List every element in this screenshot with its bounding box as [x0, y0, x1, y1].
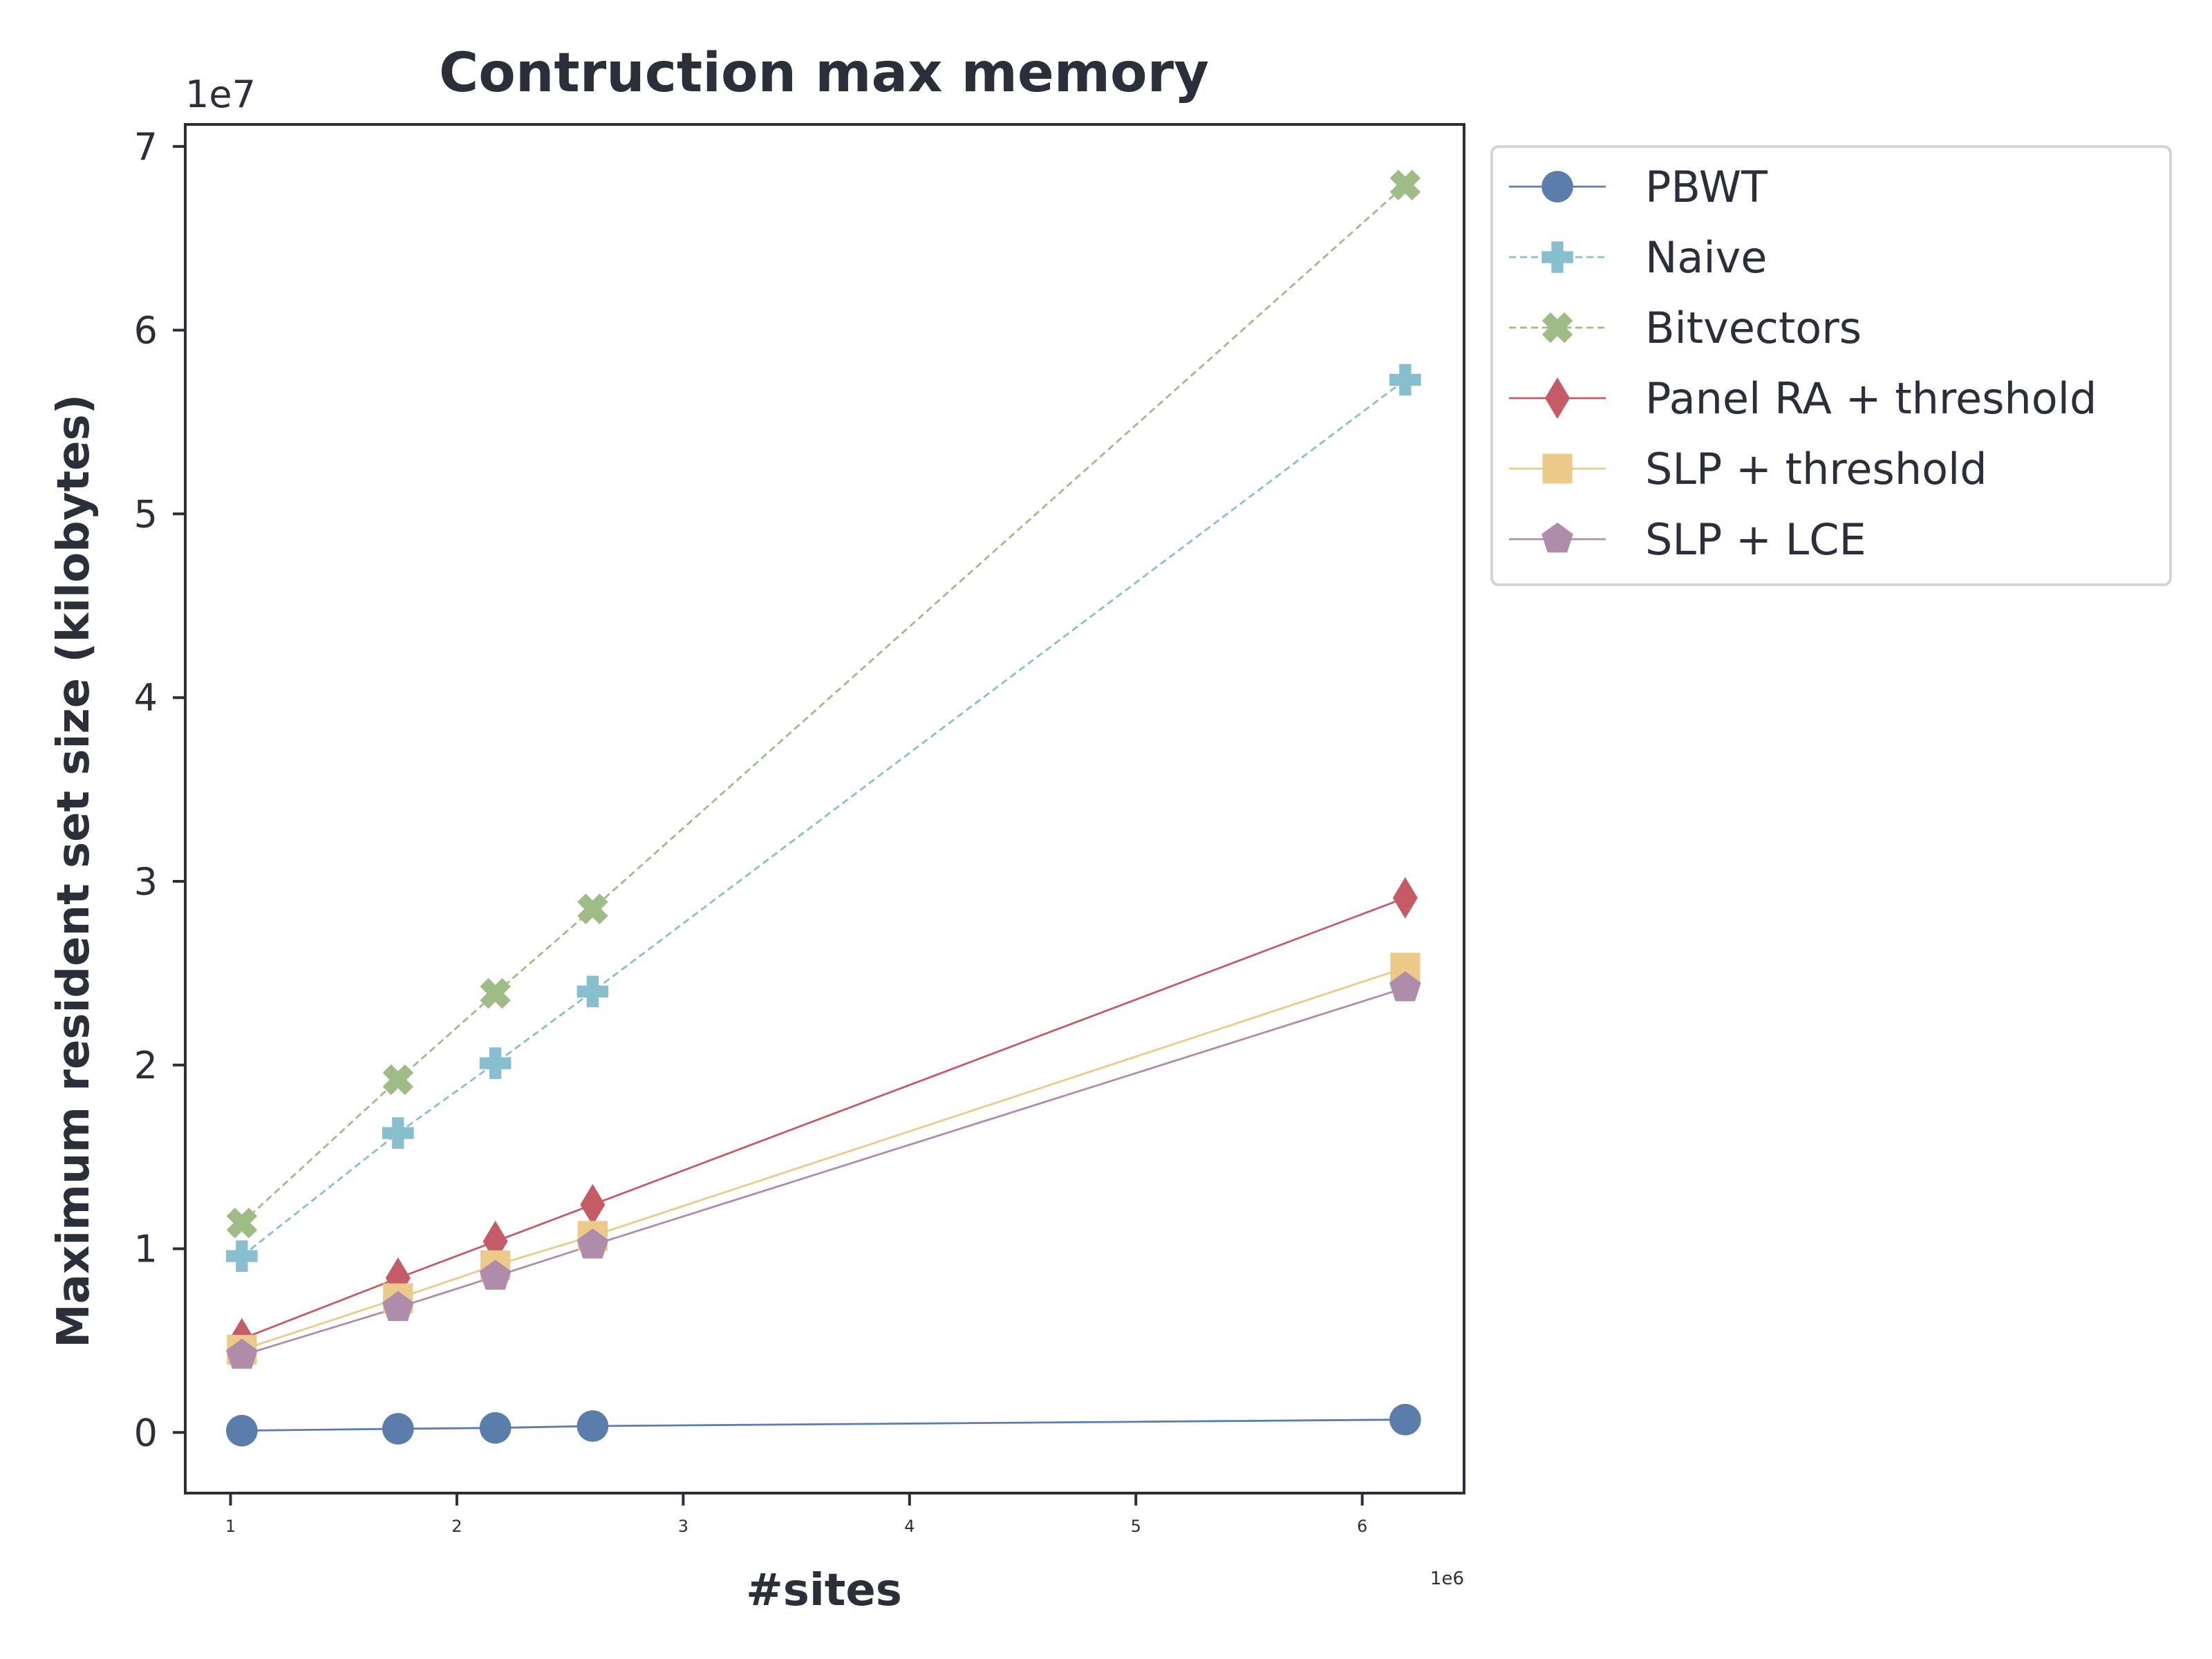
data-point	[577, 975, 609, 1008]
y-tick-label: 3	[134, 860, 158, 903]
data-point	[226, 1240, 258, 1272]
legend-label: SLP + threshold	[1645, 444, 1987, 494]
x-axis-label: #sites	[746, 1565, 902, 1616]
data-point	[479, 1047, 512, 1079]
series-line-1	[241, 379, 1406, 1257]
series-line-5	[241, 986, 1406, 1357]
legend-marker	[1541, 171, 1573, 203]
data-point	[479, 1412, 512, 1444]
data-point	[1389, 364, 1421, 396]
data-point	[1389, 1403, 1421, 1436]
series-line-0	[241, 1418, 1405, 1432]
legend-box	[1490, 145, 2172, 586]
data-point	[1389, 971, 1421, 1002]
x-tick-label: 4	[904, 1517, 915, 1536]
y-tick-label: 7	[134, 125, 158, 169]
data-point	[226, 1208, 258, 1239]
data-point	[577, 1410, 609, 1442]
legend-marker	[1542, 453, 1573, 484]
y-tick-label: 1	[134, 1228, 158, 1271]
y-tick-label: 2	[134, 1044, 158, 1087]
y-axis-multiplier: 1e7	[185, 73, 256, 116]
y-tick-label: 0	[134, 1411, 158, 1454]
data-point	[382, 1413, 414, 1445]
series-lines	[241, 184, 1406, 1432]
plot-axes: 0 1 2 3 4 5 6 7 1 2 3 4 5 6	[134, 123, 1465, 1536]
series-line-2	[241, 184, 1406, 1224]
data-point	[479, 1259, 512, 1290]
y-tick-label: 5	[134, 492, 158, 536]
legend-marker	[1541, 241, 1573, 273]
x-tick-label: 3	[678, 1517, 688, 1536]
data-point	[1389, 169, 1421, 200]
legend-marker	[1541, 312, 1573, 344]
series-markers	[226, 169, 1421, 1447]
legend-label: SLP + LCE	[1645, 514, 1866, 565]
data-point	[480, 977, 511, 1009]
y-tick-label: 6	[134, 309, 158, 353]
data-point	[226, 1414, 258, 1447]
y-tick-label: 4	[134, 676, 158, 720]
series-line-4	[241, 966, 1406, 1351]
y-axis-label: Maximum resident set size (kilobytes)	[48, 394, 100, 1348]
legend: PBWT Naive Bitvectors Panel RA + threshold S…	[1490, 145, 2172, 586]
x-tick-label: 2	[451, 1517, 462, 1536]
legend-marker	[1541, 523, 1573, 553]
data-point	[1392, 877, 1418, 919]
data-point	[580, 1183, 606, 1226]
x-tick-label: 5	[1131, 1517, 1141, 1536]
series-line-3	[241, 897, 1406, 1340]
legend-marker	[1545, 377, 1570, 419]
legend-label: Naive	[1645, 232, 1767, 283]
legend-label: PBWT	[1645, 162, 1768, 212]
data-point	[382, 1064, 414, 1096]
data-point	[226, 1338, 258, 1369]
x-tick-label: 6	[1357, 1517, 1367, 1536]
x-tick-label: 1	[225, 1517, 236, 1536]
legend-label: Panel RA + threshold	[1645, 373, 2097, 424]
data-point	[577, 893, 608, 925]
plot-frame	[184, 123, 1465, 1494]
data-point	[382, 1117, 414, 1149]
chart-title: Contruction max memory	[439, 42, 1209, 104]
legend-label: Bitvectors	[1645, 303, 1862, 353]
x-axis-multiplier: 1e6	[1430, 1568, 1464, 1589]
data-point	[382, 1291, 414, 1321]
data-point	[577, 1228, 609, 1259]
